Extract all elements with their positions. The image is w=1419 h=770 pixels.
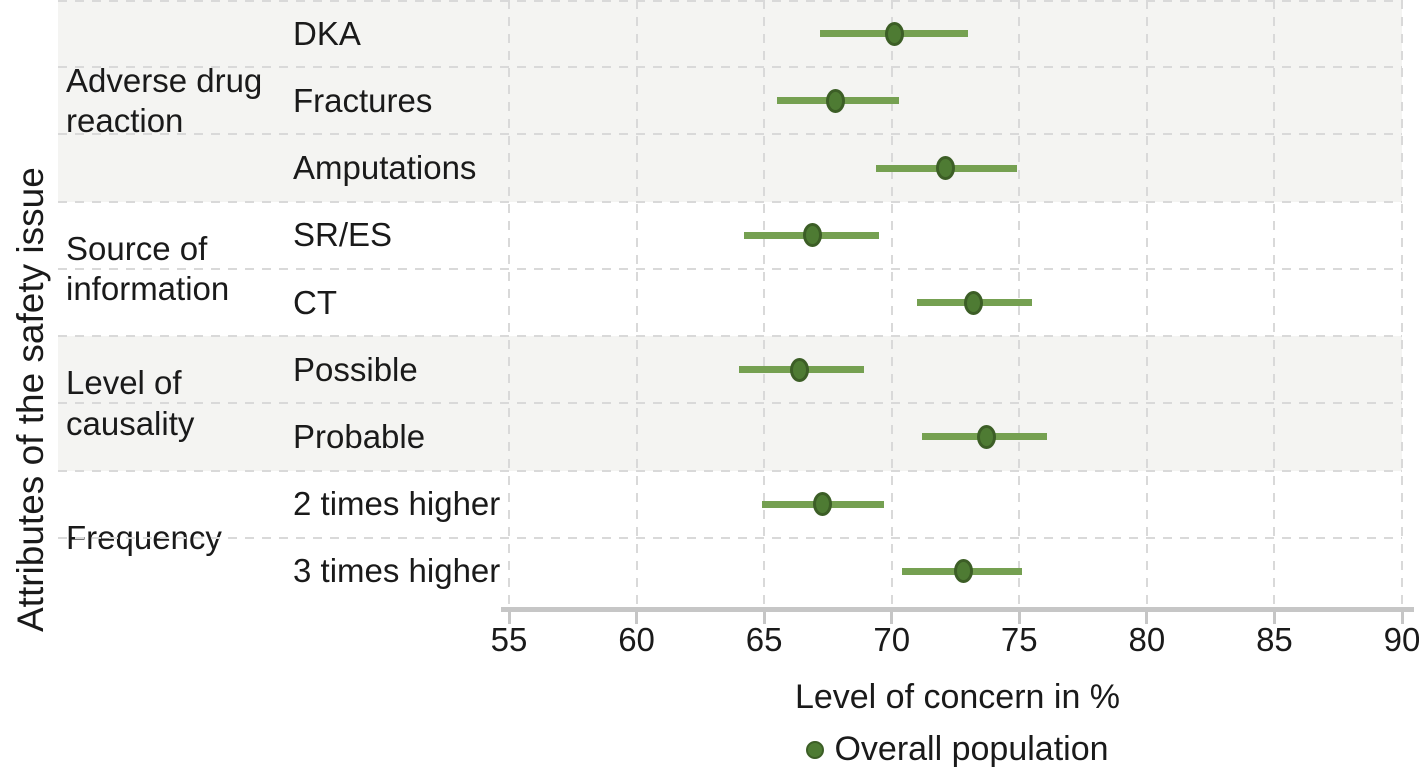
x-axis-tick bbox=[507, 611, 511, 624]
legend-marker-icon bbox=[806, 740, 825, 759]
gridline-horizontal bbox=[58, 335, 1402, 338]
x-tick-label: 65 bbox=[745, 621, 783, 658]
gridline-horizontal bbox=[58, 200, 1402, 203]
gridline-horizontal bbox=[58, 536, 1402, 539]
group-label: Level of causality bbox=[66, 364, 195, 442]
gridline-horizontal bbox=[58, 402, 1402, 405]
x-axis-tick bbox=[1272, 611, 1276, 624]
x-tick-label: 70 bbox=[873, 621, 911, 658]
row-label: Fractures bbox=[293, 81, 433, 119]
data-point-marker bbox=[790, 357, 810, 382]
row-label: 3 times higher bbox=[293, 552, 501, 590]
x-tick-label: 55 bbox=[490, 621, 528, 658]
data-point-marker bbox=[976, 424, 996, 449]
row-label: 2 times higher bbox=[293, 485, 501, 523]
x-tick-label: 85 bbox=[1256, 621, 1293, 658]
row-label: DKA bbox=[293, 14, 361, 52]
x-axis-tick bbox=[1017, 611, 1021, 624]
legend-label: Overall population bbox=[834, 730, 1109, 768]
data-point-marker bbox=[963, 290, 983, 315]
gridline-vertical bbox=[763, 0, 766, 605]
group-label: Source of information bbox=[66, 229, 230, 307]
x-tick-label: 90 bbox=[1383, 621, 1419, 658]
data-point-marker bbox=[935, 156, 955, 181]
gridline-vertical bbox=[890, 0, 893, 605]
data-point-marker bbox=[953, 559, 973, 584]
group-band bbox=[58, 0, 1402, 202]
row-label: SR/ES bbox=[293, 216, 393, 254]
x-axis-tick bbox=[1145, 611, 1149, 624]
data-point-marker bbox=[826, 88, 846, 113]
x-axis-tick bbox=[1400, 611, 1404, 624]
x-axis-tick bbox=[635, 611, 639, 624]
data-point-marker bbox=[884, 21, 904, 46]
row-label: Probable bbox=[293, 417, 426, 455]
x-axis-label: Level of concern in % bbox=[794, 678, 1121, 716]
gridline-vertical bbox=[1145, 0, 1148, 605]
legend: Overall population bbox=[501, 730, 1414, 769]
x-tick-label: 80 bbox=[1128, 621, 1166, 658]
gridline-horizontal bbox=[58, 133, 1402, 136]
gridline-vertical bbox=[1401, 0, 1403, 605]
row-label: CT bbox=[293, 283, 337, 321]
data-point-marker bbox=[813, 492, 833, 517]
x-axis-tick bbox=[762, 611, 766, 624]
group-label: Adverse drug reaction bbox=[66, 61, 263, 139]
row-label: Amputations bbox=[293, 149, 477, 187]
data-point-marker bbox=[803, 223, 823, 248]
x-axis-line bbox=[501, 607, 1414, 612]
gridline-horizontal bbox=[58, 0, 1402, 2]
x-tick-label: 75 bbox=[1000, 621, 1038, 658]
gridline-vertical bbox=[508, 0, 510, 605]
x-tick-label: 60 bbox=[618, 621, 655, 658]
gridline-horizontal bbox=[58, 469, 1402, 472]
gridline-horizontal bbox=[58, 66, 1402, 69]
row-label: Possible bbox=[293, 350, 418, 388]
gridline-vertical bbox=[1273, 0, 1276, 605]
gridline-vertical bbox=[635, 0, 638, 605]
x-axis-tick bbox=[890, 611, 894, 624]
gridline-horizontal bbox=[58, 267, 1402, 270]
